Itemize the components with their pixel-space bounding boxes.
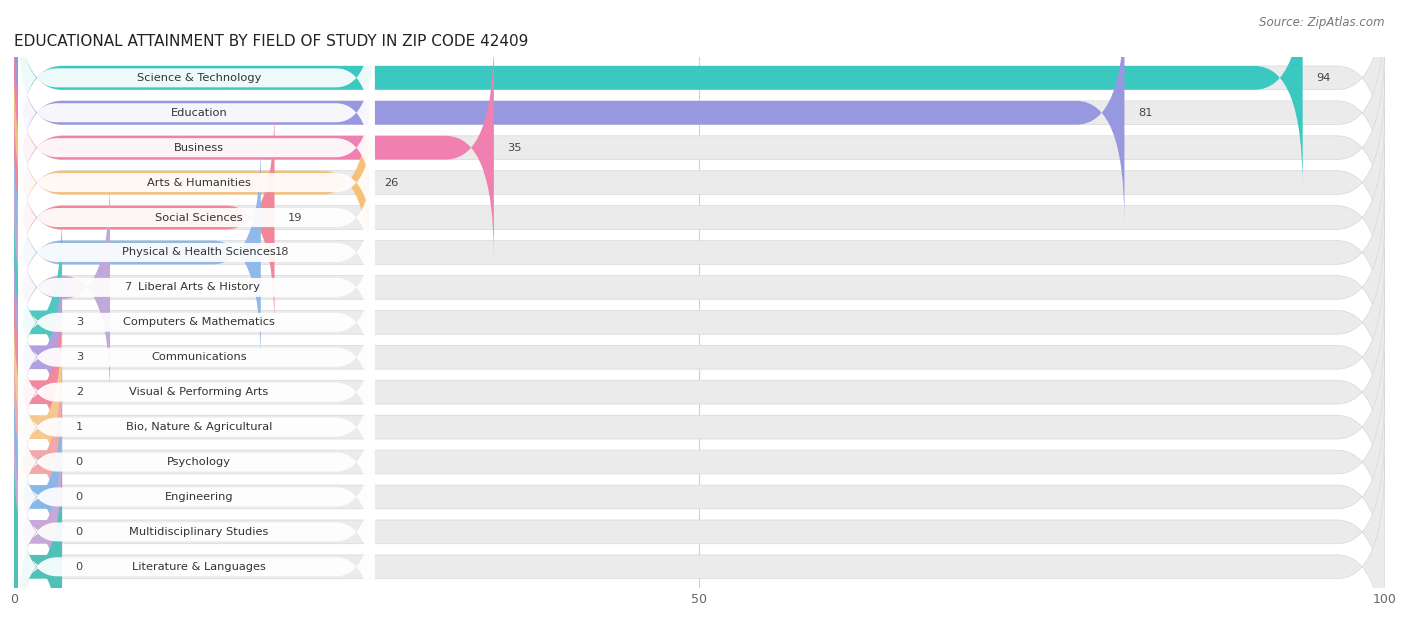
FancyBboxPatch shape: [14, 142, 1385, 363]
FancyBboxPatch shape: [18, 339, 374, 515]
Text: Communications: Communications: [152, 352, 247, 362]
FancyBboxPatch shape: [18, 409, 374, 585]
Text: 7: 7: [124, 283, 131, 293]
Text: Science & Technology: Science & Technology: [136, 73, 262, 83]
Text: Business: Business: [174, 143, 224, 153]
FancyBboxPatch shape: [14, 3, 1125, 223]
FancyBboxPatch shape: [14, 387, 62, 607]
FancyBboxPatch shape: [18, 59, 374, 236]
FancyBboxPatch shape: [14, 212, 1385, 433]
FancyBboxPatch shape: [14, 351, 62, 573]
FancyBboxPatch shape: [14, 177, 1385, 398]
FancyBboxPatch shape: [14, 282, 62, 502]
Text: 18: 18: [274, 248, 290, 257]
Text: Engineering: Engineering: [165, 492, 233, 502]
FancyBboxPatch shape: [14, 212, 62, 433]
FancyBboxPatch shape: [18, 0, 374, 166]
Text: Source: ZipAtlas.com: Source: ZipAtlas.com: [1260, 16, 1385, 29]
FancyBboxPatch shape: [18, 444, 374, 620]
FancyBboxPatch shape: [14, 0, 1385, 188]
FancyBboxPatch shape: [14, 422, 1385, 632]
FancyBboxPatch shape: [14, 351, 1385, 573]
FancyBboxPatch shape: [14, 247, 62, 468]
Text: Liberal Arts & History: Liberal Arts & History: [138, 283, 260, 293]
FancyBboxPatch shape: [14, 72, 371, 293]
FancyBboxPatch shape: [14, 0, 1303, 188]
FancyBboxPatch shape: [18, 199, 374, 375]
Text: 3: 3: [76, 317, 83, 327]
Text: 2: 2: [76, 387, 83, 397]
FancyBboxPatch shape: [14, 37, 494, 258]
FancyBboxPatch shape: [14, 107, 274, 328]
Text: Arts & Humanities: Arts & Humanities: [148, 178, 252, 188]
FancyBboxPatch shape: [18, 234, 374, 411]
Text: Computers & Mathematics: Computers & Mathematics: [124, 317, 276, 327]
Text: Bio, Nature & Agricultural: Bio, Nature & Agricultural: [127, 422, 273, 432]
Text: 0: 0: [76, 457, 83, 467]
Text: 19: 19: [288, 212, 302, 222]
FancyBboxPatch shape: [14, 177, 110, 398]
FancyBboxPatch shape: [14, 317, 62, 537]
FancyBboxPatch shape: [14, 387, 1385, 607]
Text: Education: Education: [170, 108, 228, 118]
FancyBboxPatch shape: [18, 94, 374, 271]
FancyBboxPatch shape: [14, 282, 1385, 502]
Text: EDUCATIONAL ATTAINMENT BY FIELD OF STUDY IN ZIP CODE 42409: EDUCATIONAL ATTAINMENT BY FIELD OF STUDY…: [14, 33, 529, 49]
Text: 0: 0: [76, 492, 83, 502]
Text: Multidisciplinary Studies: Multidisciplinary Studies: [129, 527, 269, 537]
FancyBboxPatch shape: [14, 247, 1385, 468]
Text: 0: 0: [76, 527, 83, 537]
FancyBboxPatch shape: [18, 374, 374, 550]
FancyBboxPatch shape: [14, 456, 1385, 632]
Text: 0: 0: [76, 562, 83, 572]
FancyBboxPatch shape: [14, 456, 62, 632]
Text: Literature & Languages: Literature & Languages: [132, 562, 266, 572]
Text: 3: 3: [76, 352, 83, 362]
Text: Visual & Performing Arts: Visual & Performing Arts: [129, 387, 269, 397]
Text: 94: 94: [1316, 73, 1330, 83]
FancyBboxPatch shape: [14, 107, 1385, 328]
Text: Social Sciences: Social Sciences: [155, 212, 243, 222]
Text: 1: 1: [76, 422, 83, 432]
Text: Psychology: Psychology: [167, 457, 231, 467]
FancyBboxPatch shape: [14, 72, 1385, 293]
FancyBboxPatch shape: [18, 130, 374, 306]
Text: 26: 26: [384, 178, 398, 188]
FancyBboxPatch shape: [14, 422, 62, 632]
Text: Physical & Health Sciences: Physical & Health Sciences: [122, 248, 276, 257]
FancyBboxPatch shape: [14, 37, 1385, 258]
FancyBboxPatch shape: [14, 3, 1385, 223]
FancyBboxPatch shape: [14, 317, 1385, 537]
Text: 81: 81: [1139, 108, 1153, 118]
FancyBboxPatch shape: [14, 142, 262, 363]
FancyBboxPatch shape: [18, 478, 374, 632]
FancyBboxPatch shape: [18, 164, 374, 341]
Text: 35: 35: [508, 143, 522, 153]
FancyBboxPatch shape: [18, 25, 374, 201]
FancyBboxPatch shape: [18, 269, 374, 446]
FancyBboxPatch shape: [18, 304, 374, 480]
